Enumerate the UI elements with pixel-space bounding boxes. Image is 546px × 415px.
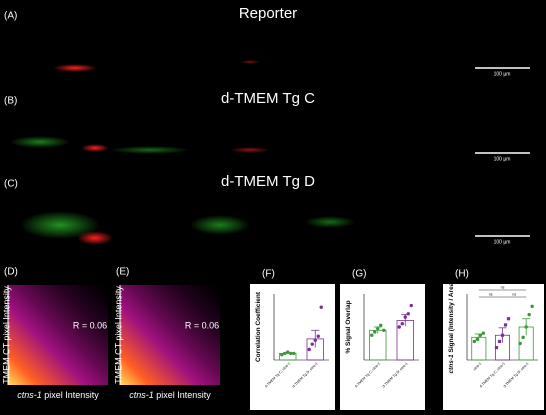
panel-label: (E) <box>116 267 129 278</box>
data-point <box>307 347 311 352</box>
data-point <box>316 334 320 338</box>
chart-box <box>250 284 335 410</box>
x-axis-label: ctns-1 pixel Intensity <box>17 390 99 400</box>
data-point <box>506 317 511 321</box>
panel-title: d-TMEM Tg D <box>221 173 315 190</box>
y-axis-label: % Signal Overlap <box>345 300 352 353</box>
micrograph-a <box>53 60 260 72</box>
chart-box <box>443 284 544 410</box>
x-axis-label: ctns-1 pixel Intensity <box>129 390 211 400</box>
data-point <box>289 351 293 356</box>
annotation: R = 0.06 <box>73 320 107 330</box>
data-point <box>481 331 486 335</box>
data-point <box>310 342 314 346</box>
data-point <box>379 323 383 328</box>
data-point <box>286 350 290 354</box>
panel-label: (D) <box>4 267 18 278</box>
data-point <box>400 322 404 326</box>
data-point <box>530 304 534 309</box>
micrograph-b <box>10 136 270 154</box>
micrograph-c <box>20 211 355 245</box>
y-axis-label: Correlation Coefficient <box>255 291 262 362</box>
data-point <box>283 351 287 356</box>
panel-label: (F) <box>262 269 275 280</box>
annotation: R = 0.06 <box>185 320 219 330</box>
data-point <box>313 338 317 342</box>
data-point <box>406 312 410 316</box>
data-point <box>497 339 502 344</box>
panel-title: Reporter <box>239 5 297 22</box>
data-point <box>478 333 483 337</box>
data-point <box>503 323 508 327</box>
data-point <box>472 339 477 344</box>
data-point <box>494 346 499 350</box>
data-point <box>527 312 531 317</box>
data-point <box>319 305 323 309</box>
panel-label: (B) <box>4 96 17 107</box>
data-point <box>518 341 522 346</box>
scatter-d <box>7 285 108 385</box>
y-axis-text: Signal (Intensity / Area) <box>448 281 455 353</box>
significance-label: ns <box>512 292 516 296</box>
panel-label: (H) <box>455 269 469 280</box>
data-point <box>500 333 505 337</box>
data-point <box>475 337 480 342</box>
data-point <box>376 326 380 331</box>
scatter-e <box>119 285 220 385</box>
panel-label: (A) <box>4 11 17 22</box>
significance-label: ns <box>501 285 505 289</box>
y-axis-gene: ctns-1 <box>448 354 455 374</box>
y-axis-label: ctns-1 Signal (Intensity / Area) <box>448 281 455 374</box>
y-axis-text: % Signal Overlap <box>345 300 352 353</box>
data-point <box>370 333 374 337</box>
panel-label: (G) <box>352 269 366 280</box>
scale-label: 100 µm <box>494 156 511 162</box>
data-point <box>524 325 528 329</box>
x-axis-text: pixel Intensity <box>156 390 211 400</box>
scale-label: 100 µm <box>494 239 511 245</box>
data-point <box>292 351 296 356</box>
significance-label: ns <box>489 292 493 296</box>
data-point <box>397 325 401 329</box>
x-tick-label: ctns-1 <box>472 362 482 372</box>
data-point <box>373 330 377 334</box>
chart-box <box>340 284 425 410</box>
data-point <box>280 353 284 357</box>
x-axis-gene: ctns-1 <box>129 390 154 400</box>
y-axis-label: TMEM CT pixel Intensity <box>113 286 123 384</box>
data-point <box>409 303 413 308</box>
y-axis-label: TMEM CT pixel Intensity <box>1 286 11 384</box>
data-point <box>403 315 407 319</box>
panel-title: d-TMEM Tg C <box>221 90 315 107</box>
x-axis-text: pixel Intensity <box>44 390 99 400</box>
data-point <box>521 335 525 340</box>
scale-label: 100 µm <box>494 71 511 77</box>
panel-label: (C) <box>4 179 18 190</box>
data-point <box>382 328 386 332</box>
y-axis-text: Correlation Coefficient <box>255 291 262 362</box>
x-axis-gene: ctns-1 <box>17 390 42 400</box>
